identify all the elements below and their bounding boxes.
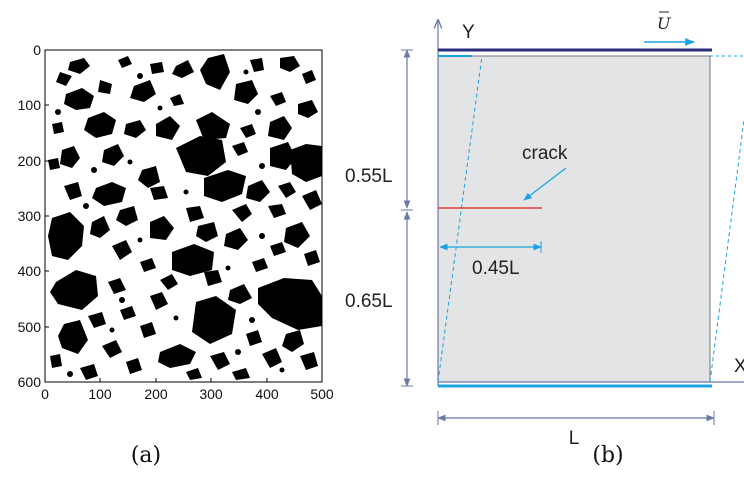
panel-b: Y X U crack 0.45L 0.55L 0.65L L (b) (345, 11, 744, 468)
y-tick-label: 400 (18, 263, 42, 279)
lower-height-label: 0.65L (345, 291, 393, 312)
y-tick-label: 300 (18, 208, 42, 224)
x-tick-label: 400 (255, 386, 279, 402)
y-axis-label: Y (462, 22, 475, 43)
upper-height-label: 0.55L (345, 166, 393, 187)
caption-a: (a) (131, 443, 161, 468)
crack-pointer-arrow (523, 167, 567, 201)
displacement-label: U (657, 14, 671, 33)
deformed-left-edge (437, 55, 483, 383)
aggregate-particles (48, 54, 322, 380)
specimen-body (437, 55, 711, 383)
x-axis-ticks (44, 378, 323, 382)
y-tick-label: 600 (18, 374, 42, 390)
y-tick-label: 500 (18, 319, 42, 335)
caption-b: (b) (592, 443, 623, 468)
x-tick-label: 300 (199, 386, 223, 402)
x-tick-label: 500 (310, 386, 334, 402)
width-label: L (569, 428, 580, 449)
deformed-right-edge (709, 119, 744, 383)
y-tick-label: 100 (18, 97, 42, 113)
y-tick-label: 200 (18, 153, 42, 169)
y-axis-ticks (45, 49, 49, 383)
x-tick-label: 100 (88, 386, 112, 402)
crack-length-label: 0.45L (472, 258, 520, 279)
panel-a: 0 100 200 300 400 500 600 0 100 200 300 … (18, 42, 334, 468)
crack-label: crack (522, 143, 568, 164)
y-tick-label: 0 (33, 42, 41, 58)
x-tick-label: 0 (41, 386, 49, 402)
x-axis-label: X (734, 356, 744, 377)
x-tick-label: 200 (144, 386, 168, 402)
